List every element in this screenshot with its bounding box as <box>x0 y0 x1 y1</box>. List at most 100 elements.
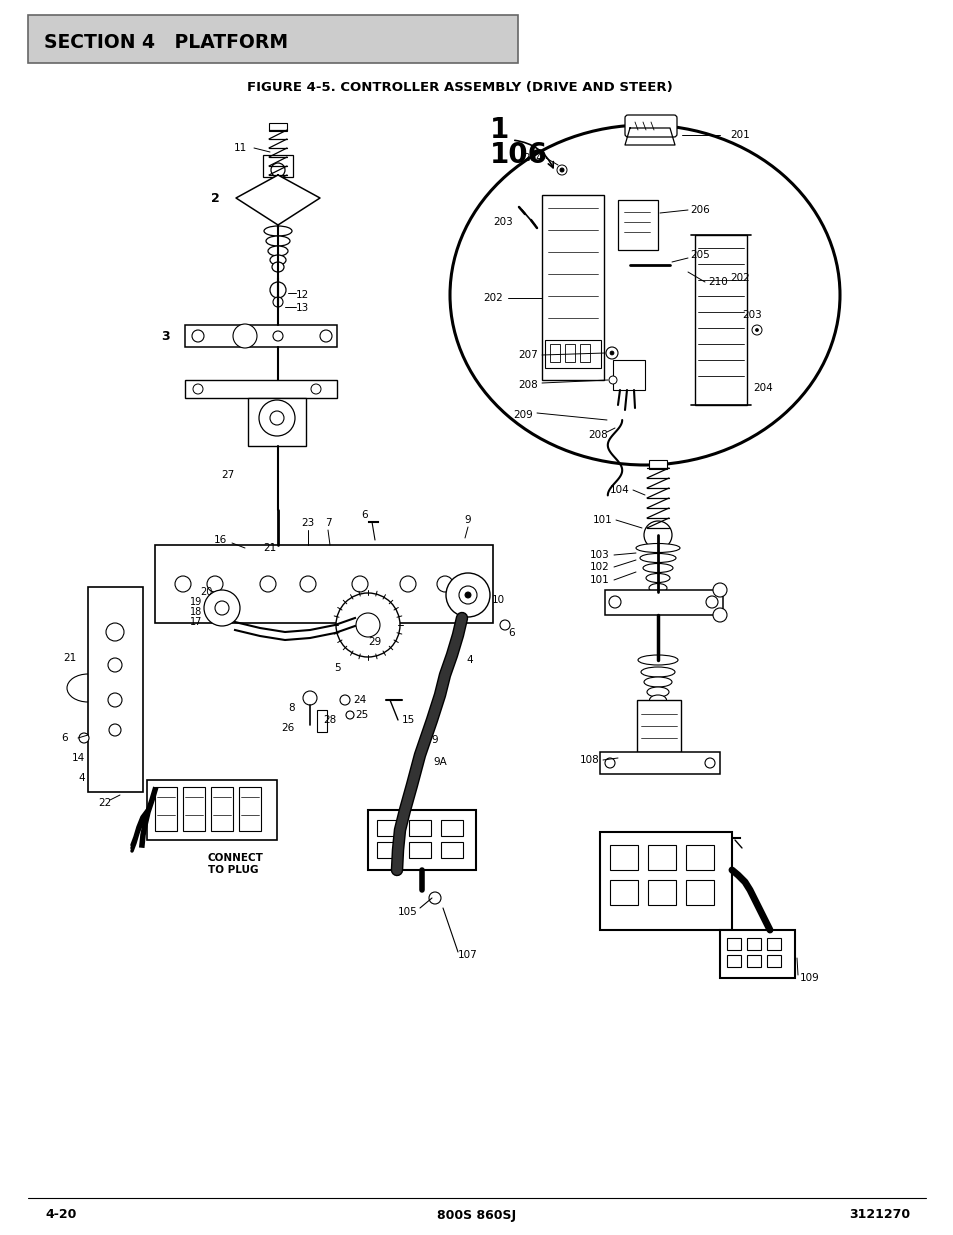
Text: 11: 11 <box>233 143 247 153</box>
Circle shape <box>335 593 399 657</box>
Bar <box>746 939 760 950</box>
Ellipse shape <box>642 563 672 573</box>
Ellipse shape <box>646 687 668 697</box>
Polygon shape <box>624 128 675 144</box>
Ellipse shape <box>638 655 678 664</box>
Circle shape <box>204 590 240 626</box>
Bar <box>685 845 713 869</box>
Bar <box>440 820 462 836</box>
Bar <box>316 710 327 732</box>
Circle shape <box>233 324 256 348</box>
Text: 800S 860SJ: 800S 860SJ <box>437 1209 516 1221</box>
Circle shape <box>270 411 284 425</box>
Bar <box>269 124 287 131</box>
Circle shape <box>319 330 332 342</box>
Circle shape <box>303 692 316 705</box>
Text: 9A: 9A <box>433 757 446 767</box>
Circle shape <box>207 576 223 592</box>
Ellipse shape <box>648 583 666 593</box>
Circle shape <box>605 347 618 359</box>
Bar <box>409 820 431 836</box>
Bar <box>685 881 713 905</box>
Text: 6: 6 <box>361 510 368 520</box>
Bar <box>766 955 781 967</box>
Text: 6: 6 <box>508 629 515 638</box>
Circle shape <box>429 892 440 904</box>
Circle shape <box>299 576 315 592</box>
FancyBboxPatch shape <box>624 115 677 137</box>
Text: 27: 27 <box>221 471 234 480</box>
Text: 208: 208 <box>517 380 537 390</box>
Ellipse shape <box>450 125 840 466</box>
Circle shape <box>705 597 718 608</box>
Circle shape <box>192 330 204 342</box>
Bar <box>263 156 293 177</box>
Bar <box>695 235 746 405</box>
Ellipse shape <box>270 254 286 266</box>
Circle shape <box>193 384 203 394</box>
Circle shape <box>464 592 471 598</box>
Text: 12: 12 <box>295 290 309 300</box>
Circle shape <box>108 693 122 706</box>
Text: 204: 204 <box>752 383 772 393</box>
Text: 17: 17 <box>190 618 202 627</box>
Text: SECTION 4   PLATFORM: SECTION 4 PLATFORM <box>44 32 288 52</box>
Bar <box>720 930 794 978</box>
Bar <box>147 781 276 840</box>
Bar <box>599 752 720 774</box>
Circle shape <box>559 168 563 172</box>
Bar <box>185 380 336 398</box>
Circle shape <box>258 400 294 436</box>
Circle shape <box>609 351 614 354</box>
Circle shape <box>311 384 320 394</box>
Text: 210: 210 <box>707 277 727 287</box>
Text: 101: 101 <box>593 515 613 525</box>
Circle shape <box>346 711 354 719</box>
Circle shape <box>355 613 379 637</box>
Ellipse shape <box>645 573 669 583</box>
Text: FIGURE 4-5. CONTROLLER ASSEMBLY (DRIVE AND STEER): FIGURE 4-5. CONTROLLER ASSEMBLY (DRIVE A… <box>247 82 672 95</box>
Bar <box>726 955 740 967</box>
Text: 13: 13 <box>295 303 309 312</box>
Text: 10: 10 <box>491 595 504 605</box>
Text: 204: 204 <box>522 153 542 163</box>
Text: CONNECT: CONNECT <box>208 853 264 863</box>
Text: 7: 7 <box>324 517 331 529</box>
Bar <box>440 842 462 858</box>
Bar <box>609 881 638 905</box>
Text: 3121270: 3121270 <box>848 1209 909 1221</box>
Text: 26: 26 <box>281 722 294 734</box>
Text: 28: 28 <box>323 715 336 725</box>
Text: 16: 16 <box>213 535 227 545</box>
Text: 202: 202 <box>482 293 502 303</box>
Bar <box>648 459 666 469</box>
Text: 14: 14 <box>71 753 85 763</box>
Text: 101: 101 <box>590 576 609 585</box>
Ellipse shape <box>266 236 290 246</box>
Circle shape <box>108 658 122 672</box>
Circle shape <box>214 601 229 615</box>
Bar <box>550 345 559 362</box>
Bar <box>541 195 603 380</box>
Circle shape <box>643 521 671 550</box>
Text: 3: 3 <box>161 331 170 343</box>
Circle shape <box>352 576 368 592</box>
Text: 2: 2 <box>211 191 219 205</box>
Text: 20: 20 <box>199 587 212 597</box>
Bar <box>376 842 398 858</box>
Text: 203: 203 <box>493 217 513 227</box>
Ellipse shape <box>649 695 666 705</box>
Bar <box>579 345 589 362</box>
Text: 19: 19 <box>190 597 202 606</box>
Circle shape <box>260 576 275 592</box>
Text: 205: 205 <box>689 249 709 261</box>
Bar <box>599 832 731 930</box>
Bar <box>88 587 143 792</box>
Circle shape <box>608 597 620 608</box>
Circle shape <box>273 331 283 341</box>
Circle shape <box>399 576 416 592</box>
Text: 15: 15 <box>401 715 415 725</box>
Text: 108: 108 <box>579 755 599 764</box>
Text: 23: 23 <box>301 517 314 529</box>
Circle shape <box>436 576 453 592</box>
